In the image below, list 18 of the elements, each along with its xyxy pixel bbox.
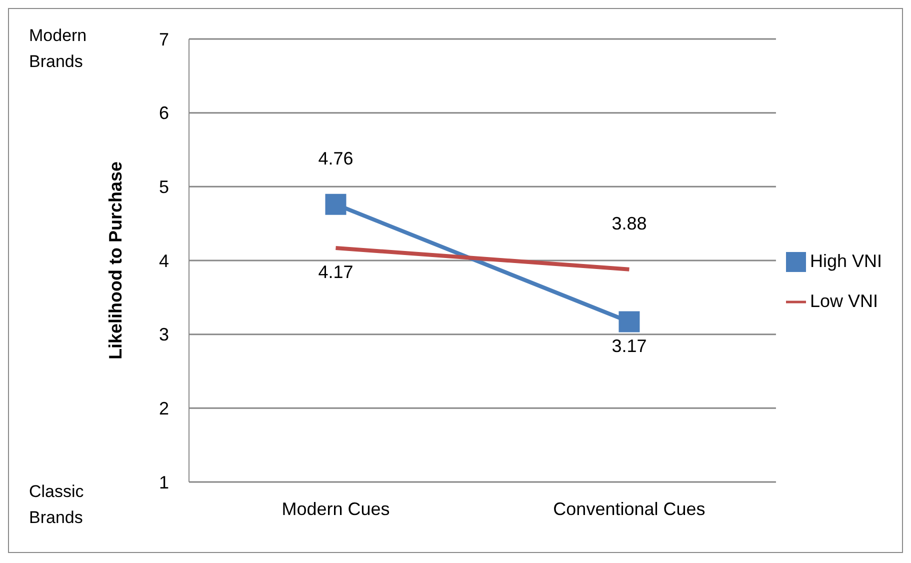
data-label: 4.17 <box>318 262 354 282</box>
y-tick-label: 2 <box>158 398 169 419</box>
data-label: 3.17 <box>612 336 647 356</box>
data-label: 3.88 <box>612 213 647 234</box>
text: Modern Brands <box>29 25 88 73</box>
legend-label: High VNI <box>810 250 882 270</box>
y-tick-label: 5 <box>158 177 169 198</box>
text: Classic Brands <box>29 481 85 529</box>
x-tick-label: Conventional Cues <box>553 498 706 519</box>
y-tick-label: 4 <box>158 250 169 271</box>
y-tick-label: 3 <box>158 324 169 345</box>
data-label: 4.76 <box>318 148 354 168</box>
x-tick-label: Modern Cues <box>282 498 390 519</box>
y-axis-title: Likelihood to Purchase <box>105 161 126 360</box>
legend-label: Low VNI <box>810 290 878 310</box>
y-tick-label: 6 <box>158 103 169 124</box>
y-tick-label: 1 <box>158 472 169 492</box>
y-tick-label: 7 <box>158 29 169 50</box>
